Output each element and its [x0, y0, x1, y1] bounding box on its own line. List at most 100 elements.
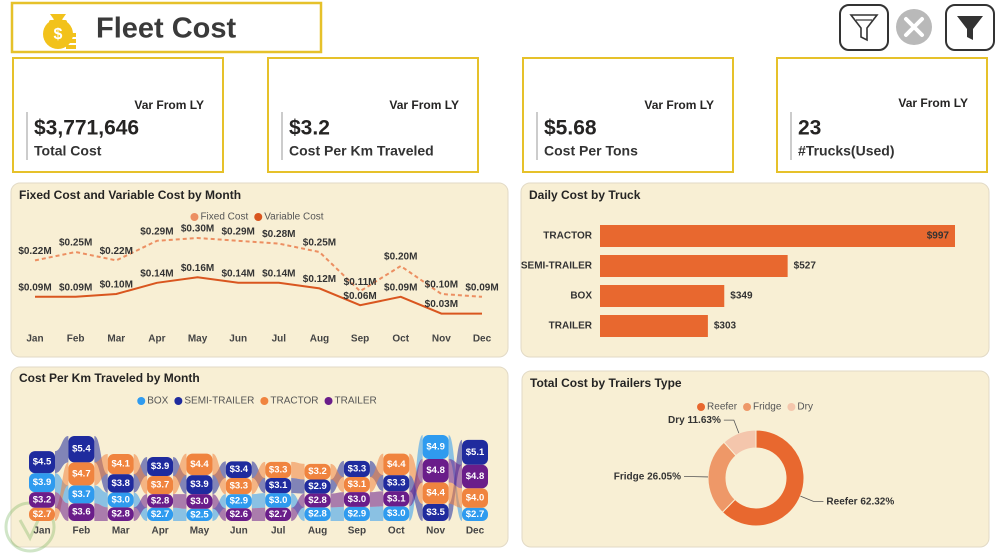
ribbon-segment: [29, 451, 55, 474]
data-label: $349: [730, 291, 753, 302]
data-label: $4.4: [426, 488, 445, 499]
data-label: $3.3: [348, 463, 367, 474]
x-tick-label: Oct: [392, 334, 409, 345]
kpi-subtitle: Var From LY: [134, 98, 204, 112]
leader-line: [723, 419, 740, 434]
filter-button[interactable]: [945, 4, 995, 51]
kpi-row: Var From LY $3,771,646 Total Cost Var From …: [12, 57, 988, 173]
ribbon: [173, 494, 187, 509]
ribbon-segment: [107, 454, 134, 475]
ribbon-segment: [422, 435, 449, 459]
data-label: $2.7: [33, 509, 52, 520]
ribbon: [330, 492, 344, 508]
ribbon: [173, 507, 187, 521]
data-label: $2.7: [269, 509, 288, 520]
legend-marker: [697, 403, 706, 411]
data-label: $3.3: [387, 478, 406, 489]
ribbon: [133, 454, 148, 495]
data-label: Fridge 26.05%: [614, 471, 681, 482]
ribbon: [133, 494, 148, 521]
data-label: $2.8: [151, 495, 170, 506]
data-label: $2.8: [308, 509, 327, 520]
ribbon-segment: [422, 503, 449, 521]
legend-label: TRACTOR: [270, 396, 318, 407]
data-label: $0.22M: [100, 246, 133, 257]
ribbon: [369, 506, 384, 521]
ribbon: [369, 453, 384, 493]
data-label: Reefer 62.32%: [826, 496, 894, 507]
ribbon-segment: [304, 479, 331, 494]
ribbon-segment: [265, 507, 292, 521]
legend-label: Reefer: [707, 402, 738, 413]
legend-marker: [260, 397, 269, 405]
ribbon: [251, 461, 266, 495]
kpi-card: [12, 57, 224, 173]
chart-title: Total Cost by Trailers Type: [530, 376, 682, 390]
data-label: $3.0: [269, 495, 288, 506]
x-tick-label: Aug: [308, 526, 327, 537]
data-label: $4.8: [466, 471, 485, 482]
data-label: $997: [927, 231, 950, 242]
slice-name: Fridge: [614, 471, 645, 482]
data-label: $0.09M: [18, 282, 51, 293]
x-tick-label: Nov: [432, 334, 451, 345]
legend-marker: [324, 397, 333, 405]
filter-pane-button[interactable]: [839, 4, 889, 51]
data-label: $3.0: [387, 508, 406, 519]
ribbon-segment: [343, 460, 370, 478]
data-label: $0.06M: [343, 291, 376, 302]
x-tick-label: Jan: [33, 526, 50, 537]
data-label: $0.25M: [303, 238, 336, 249]
x-tick-label: Jan: [26, 334, 43, 345]
data-label: $3.5: [426, 507, 445, 518]
data-label: $0.29M: [222, 226, 255, 237]
data-label: $3.1: [269, 480, 288, 491]
legend-label: Dry: [797, 402, 813, 413]
data-label: $0.09M: [384, 282, 417, 293]
data-label: $2.7: [466, 509, 485, 520]
ribbon: [212, 453, 226, 495]
ribbon-segment: [343, 506, 370, 521]
ribbon: [330, 506, 344, 521]
data-label: $0.30M: [181, 224, 214, 235]
ribbon-segment: [265, 478, 292, 494]
ribbon-segment: [265, 493, 292, 508]
x-tick-label: Sep: [351, 334, 369, 345]
ribbon-segment: [68, 462, 95, 486]
data-label: $4.0: [466, 493, 485, 504]
data-label: $0.11M: [344, 277, 377, 288]
data-label: $0.29M: [140, 226, 173, 237]
ribbon-segment: [383, 491, 410, 507]
ribbon-segment: [462, 507, 488, 521]
data-label: $3.2: [308, 466, 327, 477]
data-label: $0.12M: [303, 274, 336, 285]
ribbon: [94, 485, 108, 508]
y-tick-label: TRAILER: [549, 321, 593, 332]
x-tick-label: Mar: [112, 526, 130, 537]
x-tick-label: Aug: [310, 334, 329, 345]
data-label: $0.28M: [262, 229, 295, 240]
ribbon: [291, 493, 305, 521]
kpi-label: Cost Per Tons: [544, 143, 638, 159]
ribbon-segment: [147, 494, 174, 508]
data-label: $4.1: [111, 459, 130, 470]
data-label: $0.14M: [262, 268, 295, 279]
legend-label: BOX: [147, 396, 168, 407]
data-label: $5.4: [72, 444, 91, 455]
kpi-subtitle: Var From LY: [644, 98, 714, 112]
data-label: $4.9: [426, 441, 445, 452]
data-label: $3.8: [111, 478, 130, 489]
data-label: $4.4: [387, 459, 406, 470]
y-tick-label: BOX: [570, 291, 592, 302]
slice-value: 62.32%: [860, 496, 894, 507]
data-label: $5.1: [466, 447, 485, 458]
ribbon-segment: [265, 461, 292, 478]
data-label: $3.4: [230, 464, 249, 475]
ribbon: [330, 463, 344, 493]
data-label: $0.25M: [59, 238, 92, 249]
page-title: Fleet Cost: [96, 13, 237, 45]
data-label: $4.5: [33, 457, 52, 468]
data-label: $3.1: [348, 479, 367, 490]
clear-filters-button[interactable]: [896, 9, 932, 45]
x-tick-label: Nov: [426, 526, 445, 537]
